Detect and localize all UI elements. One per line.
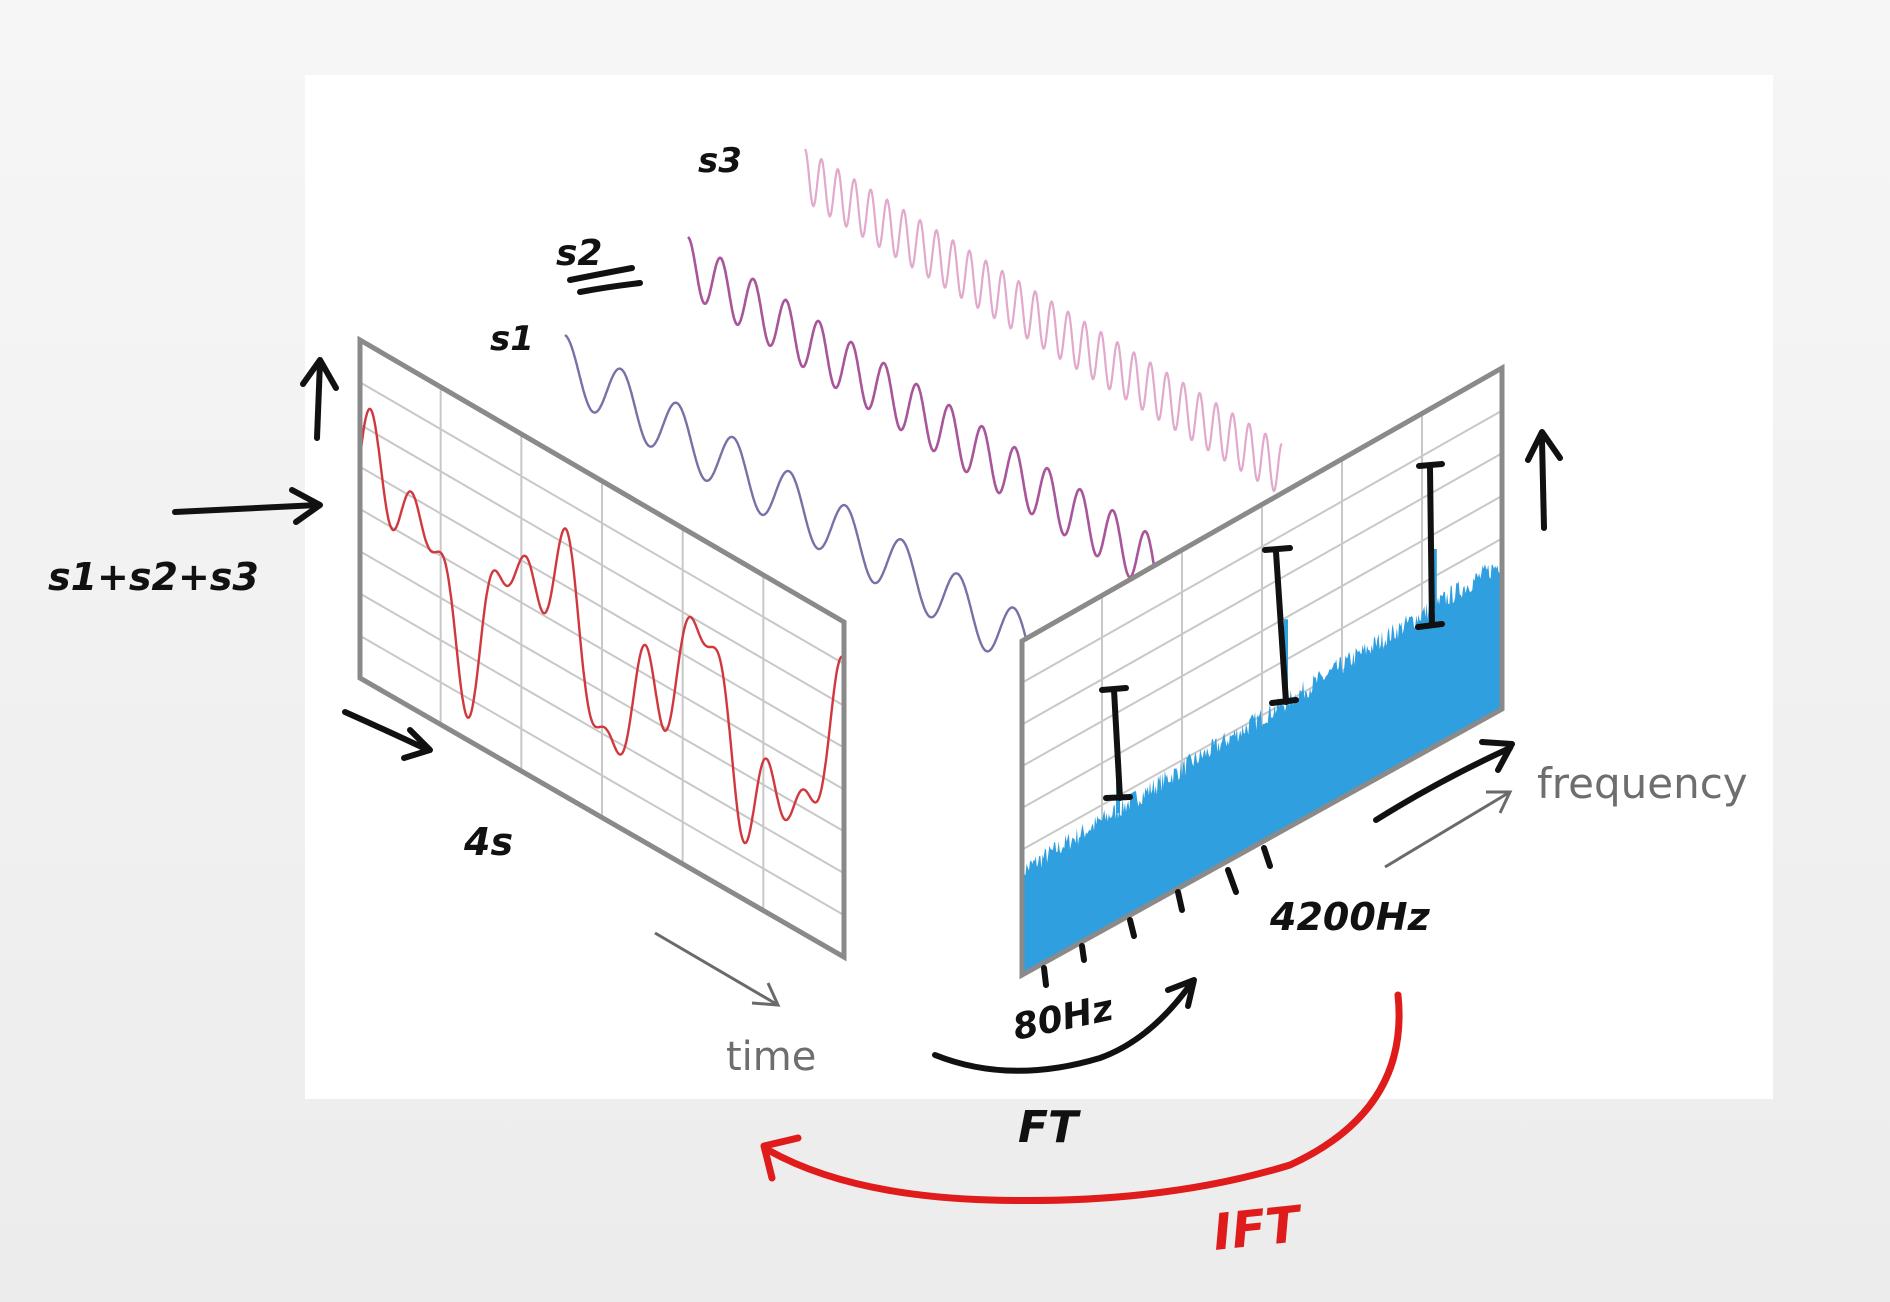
time-direction-arrow — [342, 709, 431, 753]
time-axis: time — [654, 931, 816, 1080]
frequency-domain-panel — [1019, 363, 1505, 980]
amplitude-up-arrow-left — [314, 359, 323, 441]
time-grid-horizontal — [359, 634, 845, 916]
s3-wave — [804, 148, 1283, 493]
sum-pointer-arrowhead — [289, 487, 323, 525]
frequency-direction-arrow — [1373, 745, 1513, 823]
high-frequency-label: 4200Hz — [1269, 895, 1431, 939]
frequency-tick-marks — [1041, 845, 1273, 988]
ift-annotation — [760, 991, 1403, 1205]
time-grid-horizontal — [359, 592, 845, 875]
ift-arc-arrowhead — [760, 1134, 802, 1182]
ift-arc-arrow — [764, 991, 1403, 1205]
time-direction-arrowhead — [401, 727, 433, 761]
ift-label: IFT — [1210, 1195, 1306, 1262]
frequency-panel-frame — [1019, 363, 1505, 980]
s2-underline — [567, 265, 643, 295]
time-axis-label: time — [726, 1034, 816, 1080]
frequency-axis: frequency — [1384, 759, 1748, 869]
frequency-axis-arrowhead — [1486, 790, 1513, 814]
sum-signal-wave — [360, 407, 844, 845]
frequency-axis-arrow — [1384, 790, 1511, 869]
sum-label: s1+s2+s3 — [48, 555, 259, 599]
ft-label: FT — [1018, 1102, 1081, 1153]
peak-bracket-3 — [1415, 461, 1445, 630]
frequency-grid-horizontal — [1021, 452, 1503, 726]
peak-bracket-1 — [1099, 685, 1133, 801]
component-waves — [564, 148, 1283, 686]
time-grid-horizontal — [359, 508, 845, 791]
amplitude-up-arrow-right — [1539, 437, 1547, 531]
time-axis-arrowhead — [751, 982, 781, 1007]
time-grid-horizontal — [359, 423, 845, 707]
sum-pointer-arrow — [172, 502, 321, 515]
amplitude-up-arrowhead-left — [300, 357, 339, 391]
s1-label: s1 — [490, 319, 534, 359]
time-grid-horizontal — [359, 550, 845, 833]
handwritten-annotations — [172, 265, 1563, 1074]
time-grid-horizontal — [359, 381, 845, 665]
amplitude-up-arrowhead-right — [1525, 429, 1563, 463]
ft-arc-arrow — [932, 982, 1193, 1074]
s1-wave — [564, 334, 1043, 686]
time-axis-arrow — [654, 931, 779, 1007]
s2-label: s2 — [556, 233, 602, 274]
frequency-grid-horizontal — [1021, 537, 1503, 809]
time-domain-panel — [357, 335, 847, 962]
time-grid-horizontal — [359, 465, 845, 749]
frequency-grid-horizontal — [1021, 495, 1503, 768]
time-panel-frame — [357, 335, 847, 962]
ft-arc-arrowhead — [1165, 977, 1197, 1009]
frequency-grid-horizontal — [1021, 409, 1503, 684]
s2-wave — [687, 236, 1163, 599]
peak-bracket-2 — [1262, 545, 1299, 706]
s3-label: s3 — [698, 141, 742, 181]
frequency-direction-arrowhead — [1479, 739, 1515, 773]
spectrum-noise-floor — [1022, 564, 1502, 975]
duration-label: 4s — [463, 820, 513, 864]
time-panel-grid — [359, 381, 845, 916]
frequency-axis-label: frequency — [1537, 759, 1748, 808]
